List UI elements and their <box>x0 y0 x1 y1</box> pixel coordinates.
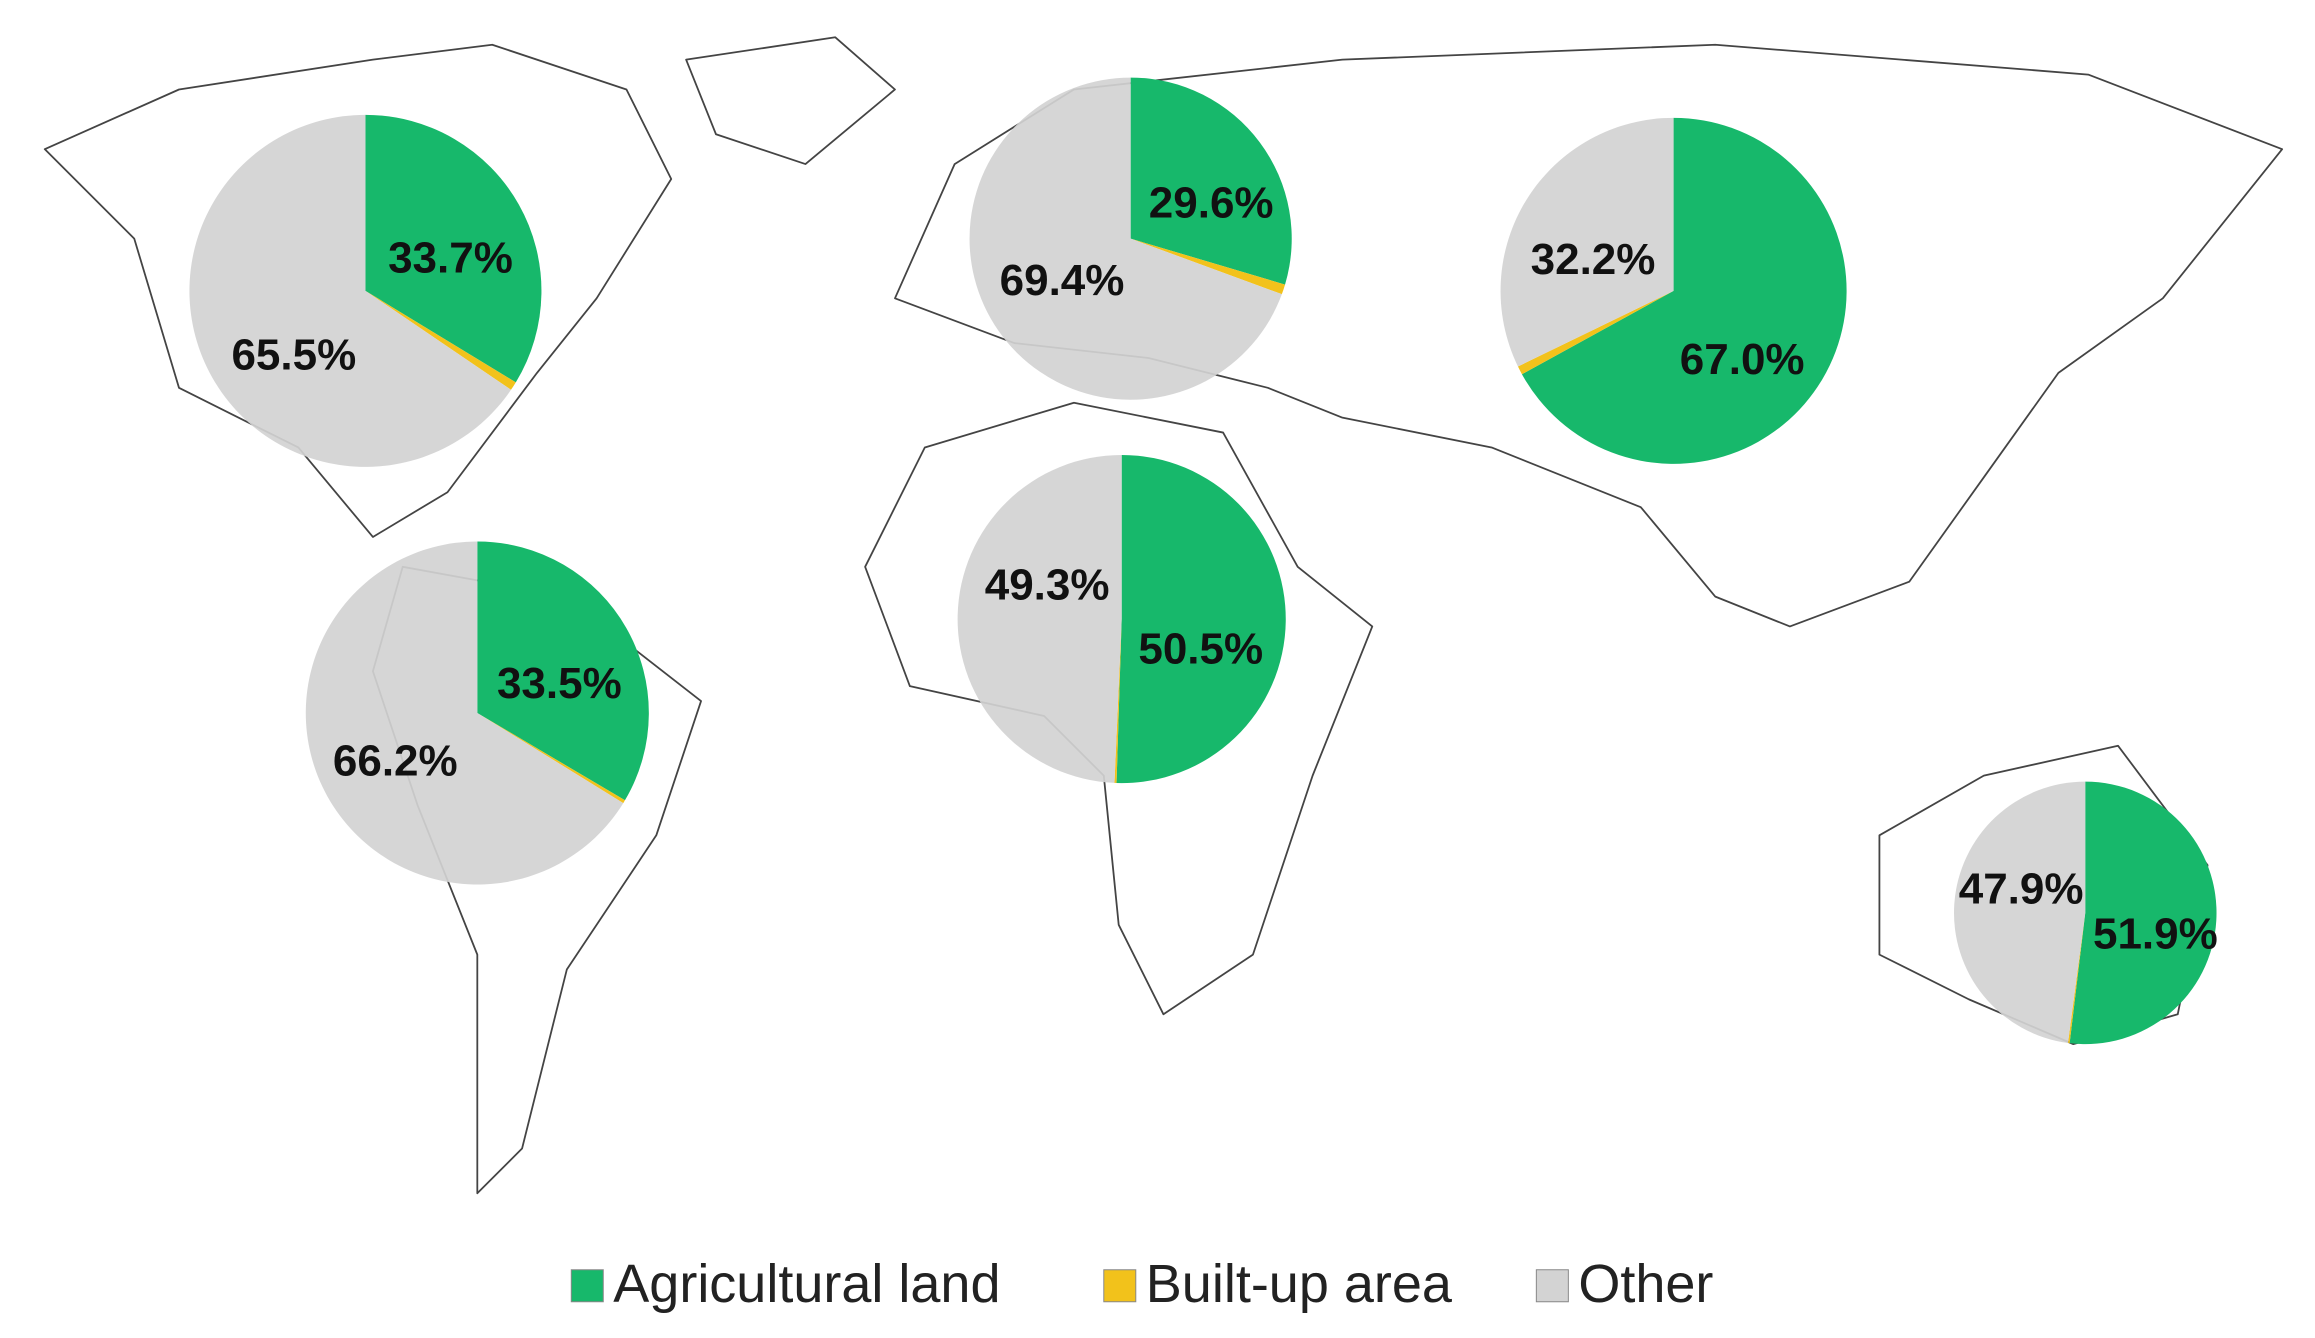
pie-label: 65.5% <box>231 331 356 380</box>
pie-slice <box>969 77 1282 400</box>
legend-label: Other <box>1578 1254 1713 1314</box>
pie-label: 49.3% <box>985 560 1110 609</box>
pie-slice <box>477 541 649 801</box>
pie-slice <box>1116 454 1286 784</box>
pie-slice <box>1953 781 2086 1043</box>
pie-slice <box>1517 290 1674 375</box>
pie-label: 32.2% <box>1531 235 1656 284</box>
australia <box>1878 744 2209 1046</box>
pie-slice <box>2069 781 2217 1045</box>
legend-label: Built-up area <box>1146 1254 1453 1314</box>
pie-slice <box>305 541 624 885</box>
pie-slice <box>189 114 512 467</box>
pie-label: 29.6% <box>1149 178 1274 227</box>
pie-label: 47.9% <box>1959 865 2084 914</box>
pie-label: 33.7% <box>388 234 513 283</box>
north-america <box>43 43 673 538</box>
pie-slice <box>2067 912 2086 1044</box>
legend-swatch <box>570 1269 604 1303</box>
pie-slice <box>1114 619 1122 784</box>
pie-slice <box>1130 238 1286 295</box>
pie-label: 69.4% <box>1000 256 1125 305</box>
eurasia <box>894 43 2284 628</box>
pie-slice <box>1521 117 1847 464</box>
world-map <box>43 36 2284 1195</box>
legend-swatch <box>1535 1269 1569 1303</box>
pie-label: 66.2% <box>333 736 458 785</box>
pie-label: 51.9% <box>2093 909 2218 958</box>
pie-slice <box>957 454 1122 783</box>
pie-label: 50.5% <box>1138 624 1263 673</box>
greenland <box>685 36 896 165</box>
pie-slice <box>365 290 516 390</box>
pie-label: 33.5% <box>497 659 622 708</box>
pie-slice <box>1130 77 1292 285</box>
pie-slice <box>477 712 625 804</box>
pie-slice <box>1500 117 1674 367</box>
legend-swatch <box>1103 1269 1137 1303</box>
pie-slice <box>365 114 542 383</box>
africa <box>864 401 1374 1016</box>
legend-label: Agricultural land <box>613 1254 1000 1314</box>
pie-label: 67.0% <box>1680 335 1805 384</box>
